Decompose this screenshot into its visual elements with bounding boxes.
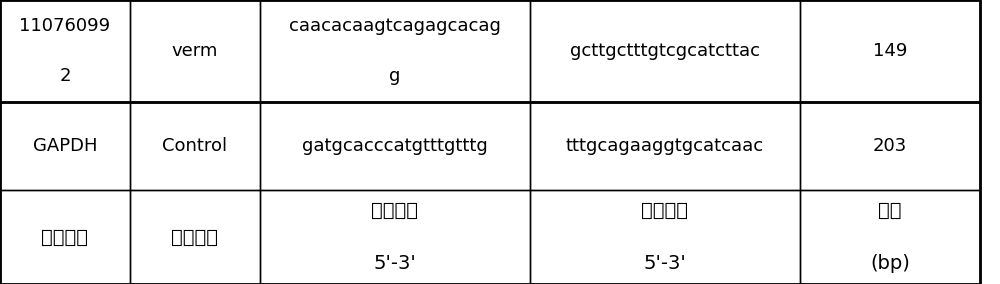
Bar <box>130 102 260 190</box>
Text: 正义引物

5'-3': 正义引物 5'-3' <box>372 201 418 273</box>
Bar <box>800 0 980 102</box>
Bar <box>0 102 130 190</box>
Bar <box>0 0 130 102</box>
Bar <box>260 190 530 284</box>
Bar <box>260 102 530 190</box>
Text: GAPDH: GAPDH <box>33 137 97 155</box>
Text: 基因编号: 基因编号 <box>42 228 88 247</box>
Text: gcttgctttgtcgcatcttac: gcttgctttgtcgcatcttac <box>570 42 760 60</box>
Text: 11076099

2: 11076099 2 <box>19 17 111 85</box>
Text: 203: 203 <box>873 137 907 155</box>
Text: Control: Control <box>162 137 228 155</box>
Bar <box>800 190 980 284</box>
Text: verm: verm <box>172 42 218 60</box>
Bar <box>130 0 260 102</box>
Bar <box>260 0 530 102</box>
Text: 产物

(bp): 产物 (bp) <box>870 201 910 273</box>
Text: 反义引物

5'-3': 反义引物 5'-3' <box>642 201 688 273</box>
Bar <box>530 0 800 102</box>
Bar <box>530 190 800 284</box>
Text: 基因名称: 基因名称 <box>172 228 218 247</box>
Text: gatgcacccatgtttgtttg: gatgcacccatgtttgtttg <box>302 137 488 155</box>
Bar <box>0 190 130 284</box>
Bar <box>530 102 800 190</box>
Bar <box>130 190 260 284</box>
Bar <box>800 102 980 190</box>
Text: 149: 149 <box>873 42 907 60</box>
Text: caacacaagtcagagcacag

g: caacacaagtcagagcacag g <box>289 17 501 85</box>
Text: tttgcagaaggtgcatcaac: tttgcagaaggtgcatcaac <box>566 137 764 155</box>
